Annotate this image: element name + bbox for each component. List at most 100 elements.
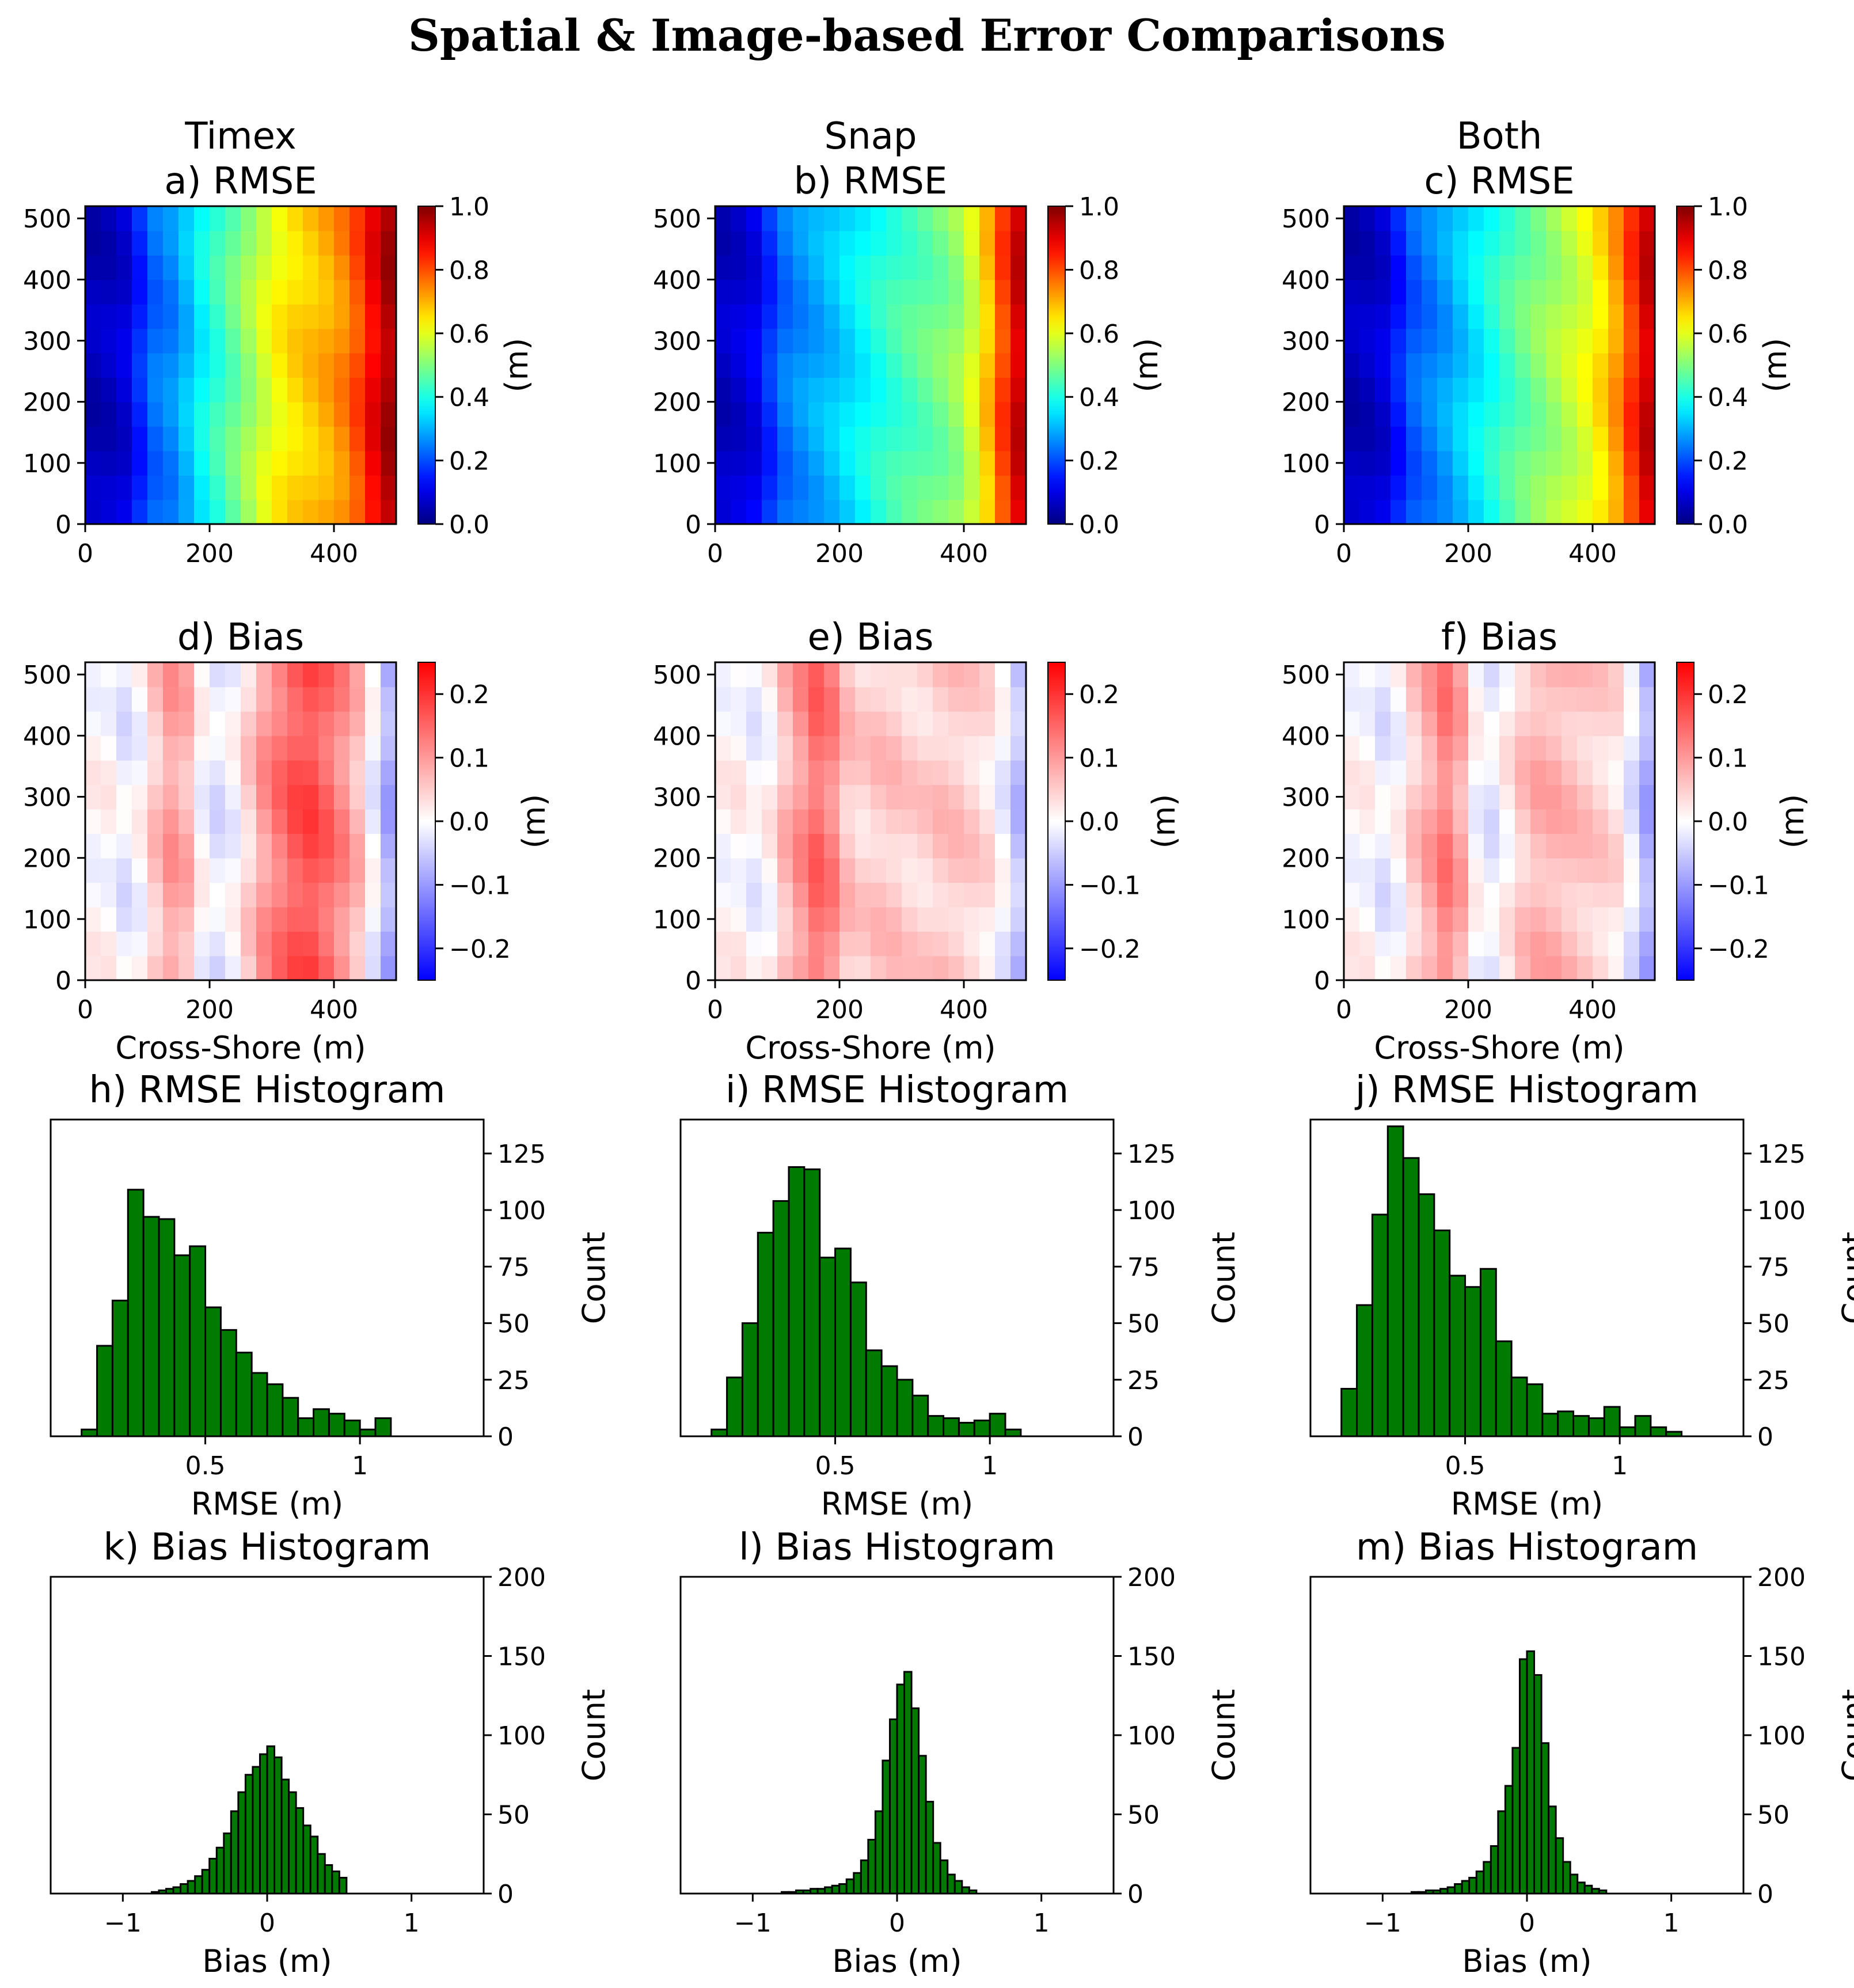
heatmap-cell [210,255,226,280]
heatmap-cell [1577,303,1593,329]
heatmap-cell [1344,833,1360,859]
x-tick-label: −1 [1364,1909,1401,1938]
histogram-bar [172,1886,182,1895]
heatmap-cell [1515,426,1531,452]
heatmap-cell [225,931,241,957]
heatmap-cell [349,303,366,329]
heatmap-cell [1359,711,1376,737]
heatmap-cell [85,735,101,761]
heatmap-cell [101,499,117,525]
heatmap-cell [886,303,902,329]
heatmap-cell [964,955,980,981]
heatmap-cell [1453,401,1469,427]
heatmap-cell [1499,426,1515,452]
histogram-bar [819,1257,837,1437]
heatmap-cell [1010,401,1027,427]
heatmap-cell [1422,858,1438,883]
heatmap-cell [731,450,747,476]
heatmap-cell [902,858,918,883]
heatmap-cell [1546,426,1562,452]
heatmap-cell [101,352,117,378]
histogram-bar [244,1774,254,1895]
heatmap-cell [318,833,335,859]
heatmap-cell [1530,882,1547,908]
heatmap-cell [1010,686,1027,712]
heatmap-cell [116,735,132,761]
heatmap-cell [1375,833,1391,859]
heatmap-cell [1593,931,1609,957]
heatmap-cell [964,735,980,761]
heatmap-cell [1422,906,1438,932]
heatmap-cell [116,833,132,859]
heatmap-cell [793,499,809,525]
heatmap-cell [979,906,996,932]
heatmap-cell [1530,809,1547,834]
heatmap-cell [948,833,964,859]
heatmap-cell [762,450,778,476]
heatmap-cell [1515,784,1531,810]
heatmap-cell [886,955,902,981]
heatmap-cell [1484,906,1500,932]
heatmap-cell [1344,377,1360,403]
heatmap-cell [178,352,195,378]
heatmap-cell [1608,833,1624,859]
heatmap-cell [1406,735,1422,761]
heatmap-cell [1391,735,1407,761]
heatmap-cell [777,760,793,786]
heatmap-cell [194,955,210,981]
heatmap-cell [287,352,303,378]
heatmap-cell [1484,809,1500,834]
heatmap-cell [839,279,856,305]
heatmap-cell [933,711,949,737]
heatmap-cell [1344,303,1360,329]
heatmap-cell [746,735,762,761]
heatmap-cell [762,475,778,500]
heatmap-cell [979,711,996,737]
heatmap-cell [1484,858,1500,883]
heatmap-cell [1530,955,1547,981]
heatmap-cell [808,662,825,688]
heatmap-cell [948,955,964,981]
heatmap-cell [1639,450,1655,476]
y-axis-label: Count [576,1689,612,1781]
heatmap-cell [886,475,902,500]
heatmap-cell [808,906,825,932]
heatmap-cell [808,882,825,908]
heatmap-cell [1391,662,1407,688]
heatmap-cell [1359,475,1376,500]
heatmap-cell [1593,809,1609,834]
heatmap-cell [241,882,257,908]
heatmap-cell [1422,882,1438,908]
heatmap-cell [995,499,1011,525]
heatmap-cell [178,426,195,452]
histogram-bar [266,1383,284,1437]
heatmap-cell [241,303,257,329]
heatmap-cell [917,955,933,981]
heatmap-cell [948,279,964,305]
heatmap-cell [1546,760,1562,786]
heatmap-cell [1530,662,1547,688]
heatmap-cell [839,784,856,810]
heatmap-cell [147,711,164,737]
heatmap-cell [178,784,195,810]
heatmap-cell [793,352,809,378]
heatmap-cell [116,450,132,476]
heatmap-cell [731,882,747,908]
heatmap-cell [85,760,101,786]
heatmap-cell [163,352,179,378]
heatmap-cell [256,931,272,957]
heatmap-cell [1406,931,1422,957]
heatmap-cell [824,426,840,452]
heatmap-cell [272,499,288,525]
x-tick-label: 200 [815,539,864,568]
x-tick-label: 0 [77,539,93,568]
heatmap-cell [1484,955,1500,981]
heatmap-cell [1344,686,1360,712]
heatmap-cell [101,475,117,500]
heatmap-cell [303,450,319,476]
heatmap-cell [1437,450,1453,476]
heatmap-cell [1344,760,1360,786]
heatmap-cell [303,809,319,834]
